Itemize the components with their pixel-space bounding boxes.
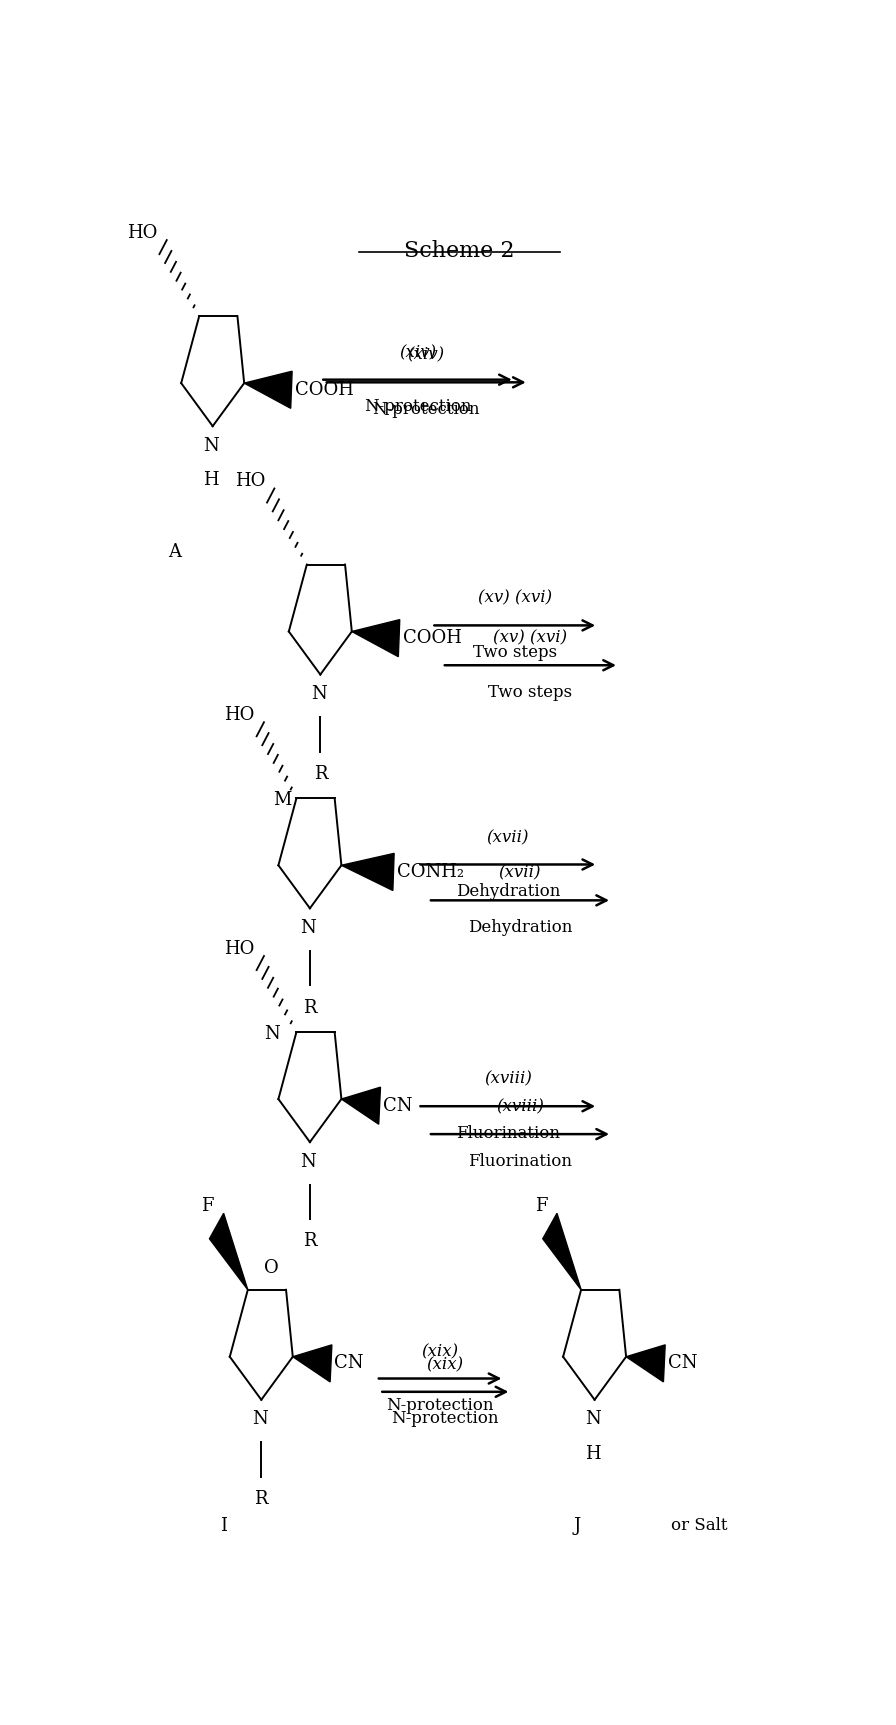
Text: N-protection: N-protection	[373, 400, 480, 417]
Text: (xiv): (xiv)	[399, 343, 436, 361]
Text: N: N	[301, 1152, 316, 1171]
Polygon shape	[352, 619, 400, 657]
Text: N-protection: N-protection	[392, 1411, 499, 1427]
Text: Fluorination: Fluorination	[456, 1125, 560, 1142]
Polygon shape	[293, 1346, 332, 1382]
Text: H: H	[585, 1446, 601, 1463]
Text: A: A	[168, 543, 181, 561]
Text: (xviii): (xviii)	[484, 1071, 531, 1088]
Text: (xv) (xvi): (xv) (xvi)	[478, 590, 552, 607]
Text: (xiv): (xiv)	[408, 347, 444, 364]
Polygon shape	[245, 371, 292, 409]
Text: HO: HO	[127, 224, 158, 242]
Text: I: I	[220, 1516, 227, 1535]
Text: HO: HO	[224, 706, 254, 724]
Text: or Salt: or Salt	[671, 1516, 728, 1534]
Text: CN: CN	[383, 1097, 412, 1114]
Text: (xv) (xvi): (xv) (xvi)	[494, 630, 567, 647]
Text: R: R	[303, 999, 316, 1016]
Polygon shape	[626, 1346, 665, 1382]
Text: J: J	[573, 1516, 581, 1535]
Text: R: R	[314, 764, 327, 783]
Text: CN: CN	[334, 1354, 364, 1373]
Text: N-protection: N-protection	[386, 1397, 494, 1414]
Text: M: M	[273, 792, 291, 809]
Polygon shape	[341, 854, 394, 890]
Text: N: N	[263, 1025, 280, 1044]
Text: (xvii): (xvii)	[499, 864, 541, 881]
Text: R: R	[254, 1490, 268, 1508]
Text: H: H	[203, 471, 220, 490]
Text: CN: CN	[668, 1354, 697, 1373]
Text: N-protection: N-protection	[364, 398, 471, 416]
Polygon shape	[543, 1213, 582, 1290]
Text: N: N	[252, 1411, 268, 1428]
Text: Two steps: Two steps	[488, 683, 573, 700]
Text: O: O	[264, 1259, 279, 1276]
Text: N: N	[585, 1411, 601, 1428]
Text: N: N	[203, 436, 220, 455]
Text: Fluorination: Fluorination	[468, 1152, 572, 1170]
Text: F: F	[202, 1197, 214, 1216]
Text: N: N	[311, 685, 327, 704]
Text: (xix): (xix)	[426, 1356, 464, 1373]
Text: (xix): (xix)	[421, 1344, 459, 1359]
Text: F: F	[535, 1197, 547, 1216]
Text: COOH: COOH	[402, 630, 461, 647]
Text: COOH: COOH	[295, 381, 354, 398]
Text: N: N	[301, 919, 316, 937]
Text: Two steps: Two steps	[473, 643, 556, 661]
Polygon shape	[210, 1213, 248, 1290]
Text: Dehydration: Dehydration	[468, 919, 573, 937]
Text: (xviii): (xviii)	[496, 1099, 544, 1116]
Text: HO: HO	[224, 940, 254, 957]
Text: R: R	[303, 1232, 316, 1251]
Text: Scheme 2: Scheme 2	[404, 240, 514, 262]
Text: (xvii): (xvii)	[487, 830, 529, 845]
Text: HO: HO	[235, 473, 265, 490]
Text: Dehydration: Dehydration	[456, 883, 560, 900]
Text: CONH₂: CONH₂	[397, 862, 464, 881]
Polygon shape	[341, 1087, 381, 1125]
